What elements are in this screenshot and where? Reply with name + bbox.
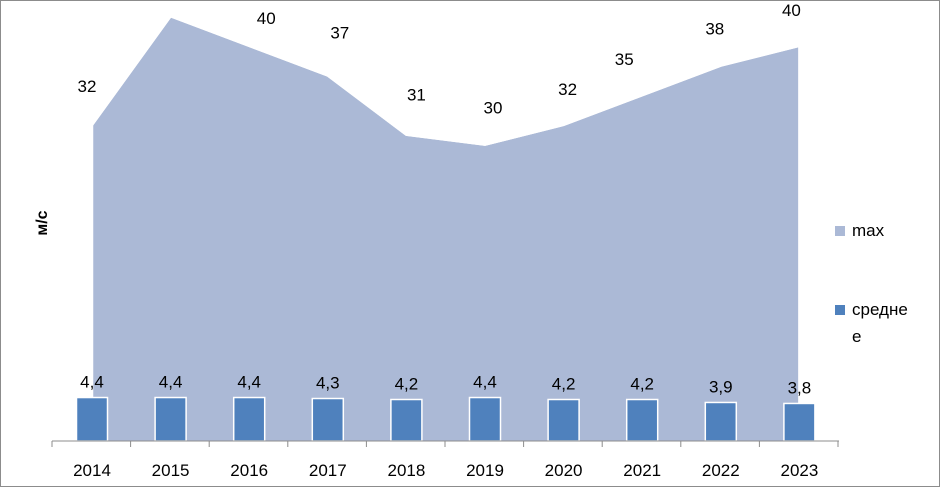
data-label-max: 38 — [705, 20, 724, 39]
data-label-max: 40 — [257, 9, 276, 28]
data-label-avg: 3,8 — [788, 378, 812, 397]
data-label-max: 32 — [78, 77, 97, 96]
data-label-avg: 3,9 — [709, 377, 733, 396]
bar-avg — [75, 396, 109, 442]
data-label-avg: 4,4 — [159, 373, 183, 392]
legend-label-avg: е — [852, 327, 861, 346]
x-tick-label: 2017 — [309, 461, 347, 480]
y-axis-label: м/с — [34, 210, 51, 235]
data-label-max: 30 — [484, 99, 503, 118]
x-tick-label: 2015 — [152, 461, 190, 480]
legend-swatch-avg — [835, 305, 845, 315]
data-label-avg: 4,4 — [80, 373, 104, 392]
legend-label-avg: средне — [852, 300, 908, 319]
x-tick-label: 2014 — [73, 461, 111, 480]
data-label-max: 37 — [330, 23, 349, 42]
x-tick-label: 2019 — [466, 461, 504, 480]
bar-avg — [154, 396, 187, 442]
bar-avg — [468, 396, 502, 442]
data-label-avg: 4,4 — [237, 373, 261, 392]
data-label-max: 40 — [782, 1, 801, 20]
legend-swatch-max — [835, 226, 845, 236]
data-label-max: 32 — [558, 80, 577, 99]
data-label-max: 35 — [615, 50, 634, 69]
area-max-outline — [90, 14, 801, 441]
data-label-avg: 4,2 — [552, 375, 576, 394]
bar-avg — [390, 398, 423, 442]
data-label-avg: 4,4 — [473, 373, 497, 392]
area-max — [92, 16, 800, 441]
data-label-avg: 4,2 — [395, 375, 419, 394]
x-tick-label: 2021 — [623, 461, 661, 480]
data-label-max: 31 — [407, 86, 426, 105]
bar-avg — [547, 398, 580, 442]
x-tick-label: 2022 — [702, 461, 740, 480]
x-tick-label: 2018 — [387, 461, 425, 480]
x-tick-label: 2020 — [545, 461, 583, 480]
legend-label-max: max — [852, 221, 885, 240]
data-label-avg: 4,3 — [316, 374, 340, 393]
bar-avg — [704, 401, 738, 442]
bar-avg — [625, 398, 659, 442]
bar-avg — [232, 396, 266, 442]
bar-avg — [311, 397, 345, 442]
x-tick-label: 2016 — [230, 461, 268, 480]
data-label-avg: 4,2 — [630, 375, 654, 394]
bar-avg — [783, 402, 816, 442]
x-tick-label: 2023 — [780, 461, 818, 480]
